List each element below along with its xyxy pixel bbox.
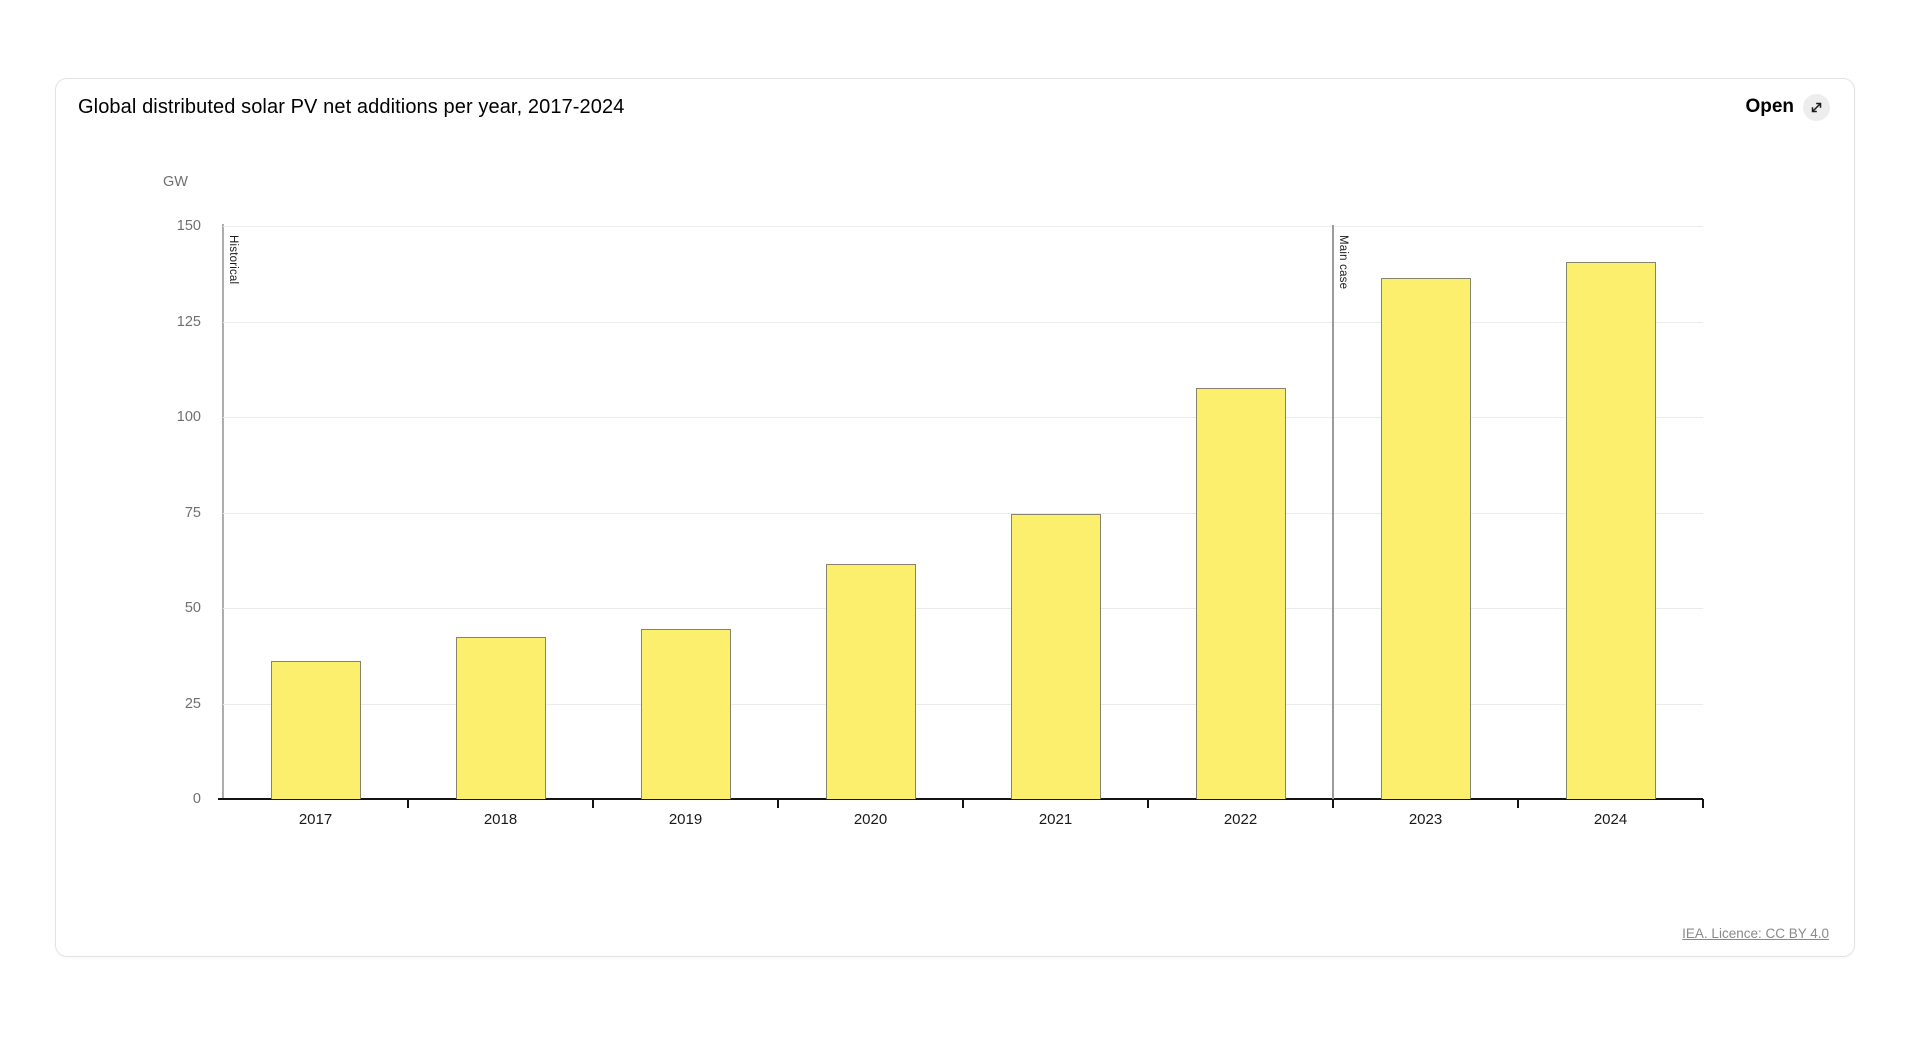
bar-2018[interactable] (455, 636, 546, 799)
x-tick-label-2021: 2021 (1038, 811, 1073, 828)
bar-2023[interactable] (1380, 277, 1471, 799)
x-tick-label-2018: 2018 (483, 811, 518, 828)
y-tick-label-125: 125 (176, 313, 201, 330)
y-axis-line (222, 224, 224, 799)
chart-title: Global distributed solar PV net addition… (78, 95, 625, 118)
x-tick-label-2023: 2023 (1408, 811, 1443, 828)
x-axis-tick (1517, 799, 1519, 808)
x-axis-tick (1702, 799, 1704, 808)
bar-2020[interactable] (825, 564, 916, 799)
x-axis-tick (592, 799, 594, 808)
y-tick-label-50: 50 (184, 600, 201, 616)
y-axis-unit-label: GW (163, 174, 188, 190)
x-axis-tick (1332, 799, 1334, 808)
y-tick-label-25: 25 (184, 695, 201, 712)
scenario-divider-line (1332, 225, 1334, 799)
x-tick-label-2020: 2020 (853, 811, 888, 828)
bar-2024[interactable] (1565, 262, 1656, 799)
bar-2019[interactable] (640, 629, 731, 799)
annotation-historical: Historical (227, 235, 239, 285)
x-axis-tick (962, 799, 964, 808)
y-tick-label-100: 100 (176, 409, 201, 425)
x-tick-label-2024: 2024 (1593, 811, 1628, 828)
annotation-main-case: Main case (1337, 235, 1349, 290)
x-axis-tick (777, 799, 779, 808)
y-tick-label-150: 150 (176, 218, 201, 234)
gridline-100 (223, 417, 1703, 418)
x-tick-label-2022: 2022 (1223, 811, 1258, 828)
x-axis-tick (1147, 799, 1149, 808)
y-tick-label-0: 0 (192, 791, 201, 807)
iea-licence-link[interactable]: IEA. Licence: CC BY 4.0 (1682, 926, 1829, 941)
chart-card: Global distributed solar PV net addition… (55, 78, 1855, 957)
x-tick-label-2017: 2017 (298, 811, 333, 828)
chart-canvas: GW 0 25 50 75 100 125 150 2017 2018 2019 2020 2021 2… (56, 79, 1854, 956)
x-tick-label-2019: 2019 (668, 811, 703, 828)
gridline-125 (223, 321, 1703, 323)
x-axis-tick (407, 799, 409, 808)
open-button[interactable]: Open (1745, 93, 1830, 121)
bar-2017[interactable] (270, 661, 361, 799)
gridline-150 (223, 226, 1703, 227)
bar-2022[interactable] (1195, 388, 1286, 799)
y-tick-label-75: 75 (184, 504, 201, 521)
expand-diagonal-arrow-icon (1803, 93, 1830, 121)
x-axis-line (218, 798, 1703, 800)
open-button-label: Open (1745, 96, 1794, 117)
gridline-50 (223, 608, 1703, 609)
bar-chart-plot-area: GW 0 25 50 75 100 125 150 2017 2018 2019 2020 2021 2… (163, 174, 1704, 828)
bar-2021[interactable] (1010, 514, 1101, 799)
gridline-75 (223, 512, 1703, 514)
card-header: Global distributed solar PV net addition… (56, 79, 1854, 135)
gridline-25 (223, 703, 1703, 705)
card-footer: IEA. Licence: CC BY 4.0 (1682, 925, 1829, 943)
